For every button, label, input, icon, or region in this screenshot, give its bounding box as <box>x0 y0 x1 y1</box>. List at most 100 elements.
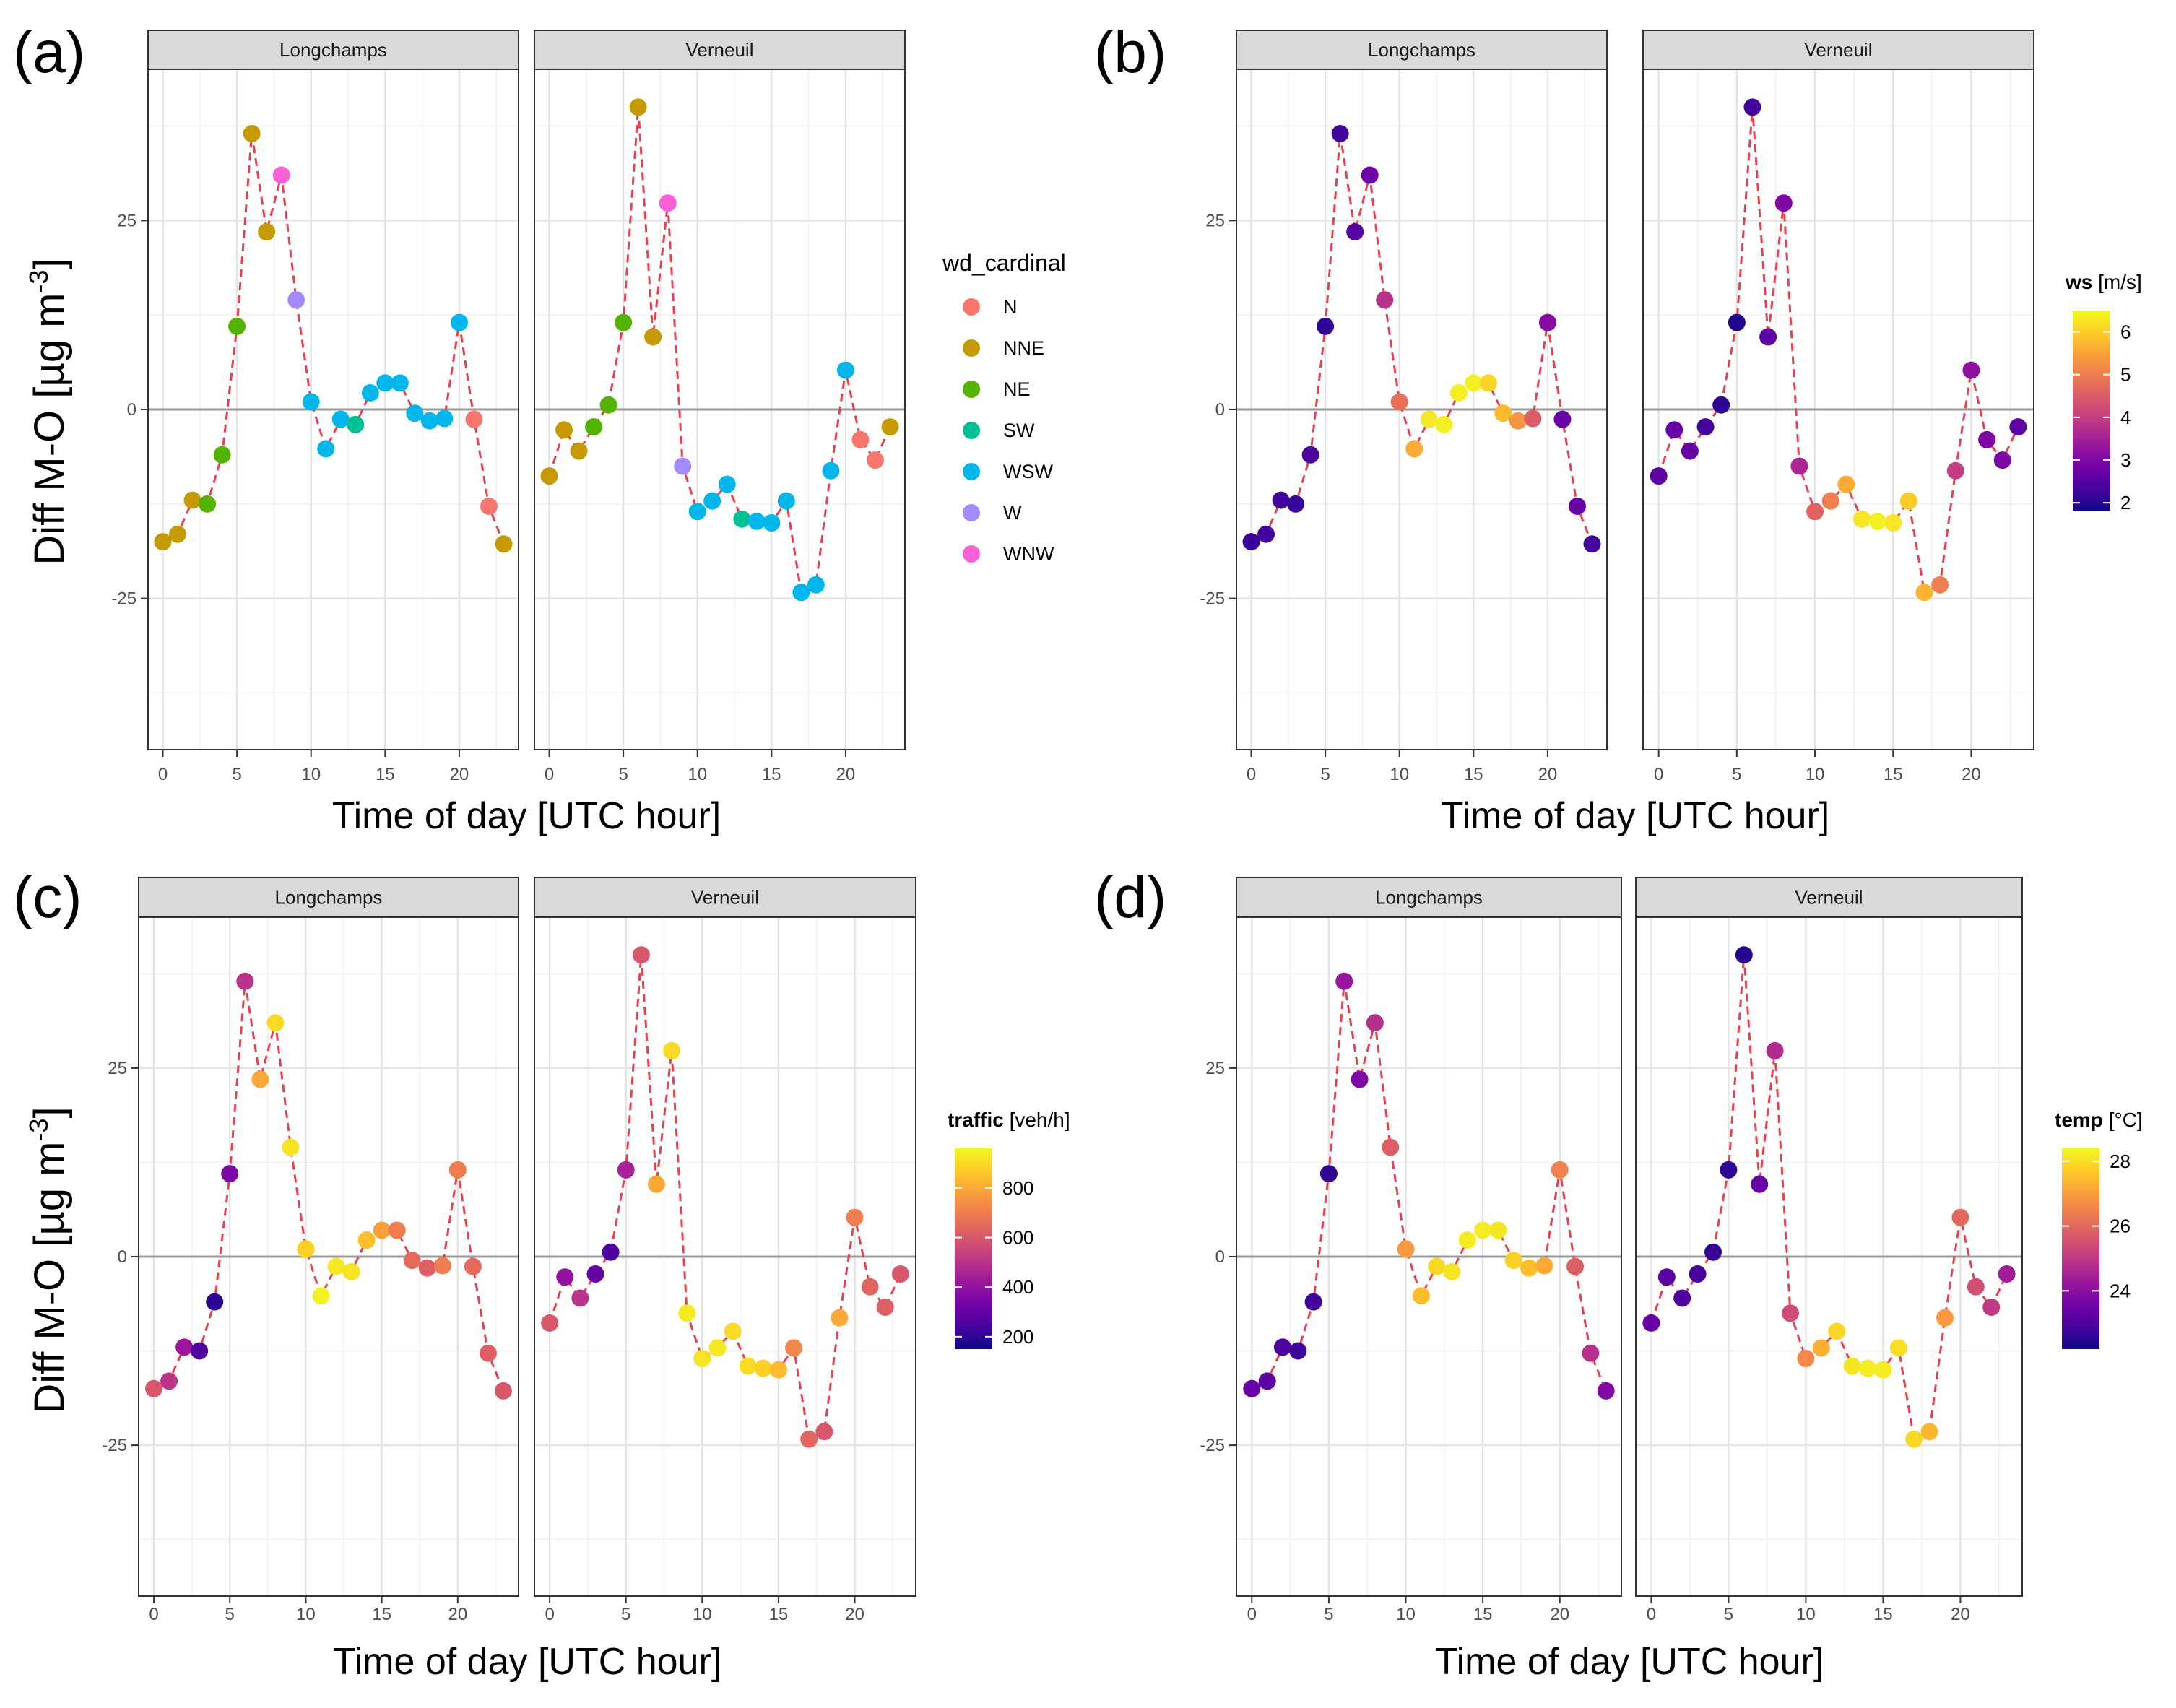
data-point <box>1936 1309 1954 1327</box>
x-tick-label: 10 <box>1806 765 1825 784</box>
data-point <box>1874 1361 1892 1379</box>
data-point <box>1642 1314 1660 1332</box>
y-tick-label: 25 <box>108 1059 127 1078</box>
data-point <box>777 492 795 510</box>
data-point <box>1449 383 1468 402</box>
data-point <box>1821 492 1839 510</box>
data-point <box>724 1322 742 1340</box>
data-point <box>1331 124 1349 142</box>
series-line <box>1251 981 1608 1392</box>
data-point <box>191 1342 209 1360</box>
data-point <box>1568 497 1586 515</box>
panel-label: (c) <box>13 864 82 930</box>
data-point <box>1978 430 1996 448</box>
data-point <box>571 1289 589 1307</box>
legend-key <box>963 422 980 439</box>
legend-label: SW <box>1003 420 1035 441</box>
facet-verneuil: Verneuil 0 5 10 15 20 <box>534 30 906 784</box>
data-point <box>1837 475 1855 493</box>
data-point <box>213 446 231 464</box>
data-point <box>541 1314 559 1332</box>
facet-verneuil: Verneuil 0 5 10 15 20 <box>534 877 916 1624</box>
data-point <box>739 1357 757 1375</box>
legend-key <box>963 545 980 563</box>
data-point <box>674 457 692 475</box>
x-tick-label: 0 <box>1247 765 1256 784</box>
facet-strip <box>147 30 519 70</box>
x-tick-label: 15 <box>762 765 781 784</box>
x-tick-label: 20 <box>1962 765 1981 784</box>
data-point <box>347 415 365 433</box>
data-point <box>450 313 468 331</box>
x-tick-label: 5 <box>225 1605 235 1624</box>
data-point <box>1366 1014 1384 1032</box>
plot-border <box>534 69 906 750</box>
data-point <box>1551 1161 1569 1179</box>
facet-strip-label: Longchamps <box>1375 887 1483 909</box>
data-point <box>585 418 603 436</box>
data-point <box>792 584 810 602</box>
data-point <box>1766 1041 1784 1059</box>
legend: wd_cardinal N NNE NE SW WSW W WNW <box>942 250 1066 565</box>
data-point <box>617 1161 635 1179</box>
x-tick-label: 5 <box>1724 1605 1733 1624</box>
y-axis-title-superscript: -3 <box>24 269 53 292</box>
data-point <box>1712 396 1730 414</box>
data-point <box>1759 328 1777 346</box>
x-tick-label: 10 <box>1390 765 1409 784</box>
data-point <box>1289 1342 1307 1360</box>
data-point <box>373 1221 391 1239</box>
panel-label: (b) <box>1094 19 1166 85</box>
data-point <box>785 1339 803 1357</box>
series-line <box>548 955 902 1441</box>
x-axis-title: Time of day [UTC hour] <box>1441 795 1829 837</box>
data-point <box>1650 467 1668 485</box>
panel-a: (a) Longchamps 0 5 10 15 20 -25 0 25 Verneuil 0 5 10 1… <box>13 19 1066 837</box>
data-point <box>1931 576 1949 594</box>
x-tick-label: 10 <box>301 765 321 784</box>
data-point <box>228 317 246 335</box>
data-point <box>708 1339 727 1357</box>
x-tick-label: 10 <box>296 1605 316 1624</box>
data-point <box>747 512 766 530</box>
panel-label: (d) <box>1094 864 1166 930</box>
data-point <box>1743 98 1761 116</box>
facet-strip-label: Verneuil <box>691 887 759 909</box>
data-point <box>1465 374 1483 392</box>
colorbar-tick-label: 4 <box>2120 407 2131 428</box>
data-point <box>480 497 498 515</box>
data-point <box>391 374 409 392</box>
data-point <box>1272 491 1290 509</box>
data-point <box>1474 1221 1492 1239</box>
y-tick-label: 25 <box>1205 211 1225 230</box>
data-point <box>1998 1265 2016 1283</box>
x-tick-label: 15 <box>1884 765 1903 784</box>
data-point <box>718 475 736 493</box>
data-point <box>406 404 424 422</box>
legend-title: traffic [veh/h] <box>948 1109 1070 1131</box>
data-point <box>1376 291 1394 309</box>
data-point <box>1946 461 1964 480</box>
x-tick-label: 10 <box>1396 1605 1416 1624</box>
x-tick-label: 5 <box>1320 765 1330 784</box>
data-point <box>403 1252 421 1270</box>
x-axis-title: Time of day [UTC hour] <box>332 795 721 837</box>
data-point <box>272 166 290 184</box>
y-tick-label: -25 <box>102 1436 127 1455</box>
x-tick-label: 20 <box>836 765 856 784</box>
data-point <box>1420 410 1438 428</box>
data-point <box>1689 1265 1707 1283</box>
data-point <box>1397 1240 1415 1258</box>
data-point <box>145 1379 163 1397</box>
facet-strip-label: Longchamps <box>279 39 387 61</box>
data-point <box>663 1041 681 1059</box>
data-point <box>266 1014 285 1032</box>
facet-longchamps: Longchamps 0 5 10 15 20 -25 0 25 <box>111 30 519 784</box>
data-point <box>629 98 647 116</box>
data-point <box>846 1208 864 1226</box>
data-point <box>1382 1138 1400 1156</box>
data-point <box>243 124 261 142</box>
y-axis-title: Diff M-O [µg m-3] <box>24 1106 73 1413</box>
data-point <box>876 1298 894 1316</box>
